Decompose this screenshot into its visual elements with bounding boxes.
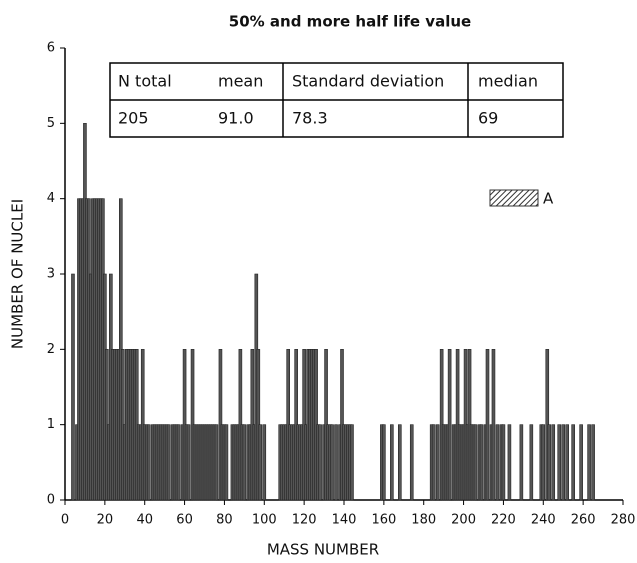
bar <box>431 424 436 501</box>
x-tick-label: 160 <box>371 513 396 528</box>
bar <box>519 424 524 501</box>
table-header: mean <box>218 72 263 91</box>
bar <box>71 273 75 501</box>
y-tick-label: 2 <box>47 342 55 357</box>
x-tick-label: 200 <box>451 513 476 528</box>
bar <box>547 424 552 501</box>
bar <box>479 424 484 501</box>
bar <box>587 424 591 501</box>
bar <box>435 424 440 501</box>
chart-title: 50% and more half life value <box>229 13 471 31</box>
bar <box>224 424 229 501</box>
bar <box>591 424 595 501</box>
legend-swatch <box>489 189 539 207</box>
x-tick-label: 100 <box>252 513 277 528</box>
bar <box>571 424 575 501</box>
x-tick-label: 120 <box>292 513 317 528</box>
bar <box>447 349 452 501</box>
x-axis-label: MASS NUMBER <box>267 541 379 559</box>
bar <box>146 424 151 501</box>
bar <box>473 424 478 501</box>
x-tick-label: 40 <box>136 513 153 528</box>
stats-table <box>109 62 564 138</box>
table-header: Standard deviation <box>292 72 444 91</box>
y-tick-label: 6 <box>47 41 55 56</box>
table-cell: 69 <box>478 109 498 128</box>
bar <box>495 424 500 501</box>
table-header: median <box>478 72 538 91</box>
bar <box>541 424 546 501</box>
bar <box>491 349 496 501</box>
bar <box>507 424 512 501</box>
x-tick-label: 220 <box>491 513 516 528</box>
x-tick-label: 60 <box>176 513 193 528</box>
bar <box>561 424 566 501</box>
x-tick-label: 240 <box>531 513 556 528</box>
bar <box>485 349 490 501</box>
x-tick-label: 0 <box>61 513 69 528</box>
y-tick-label: 1 <box>47 417 55 432</box>
x-tick-label: 20 <box>97 513 114 528</box>
bar <box>334 424 338 501</box>
legend-label: A <box>543 190 554 208</box>
table-cell: 78.3 <box>292 109 328 128</box>
bar <box>529 424 534 501</box>
table-cell: 205 <box>118 109 149 128</box>
x-tick-label: 260 <box>571 513 596 528</box>
bar <box>258 424 263 501</box>
bar <box>409 424 414 501</box>
bar <box>390 424 394 501</box>
bar <box>398 424 402 501</box>
x-tick-label: 80 <box>216 513 233 528</box>
y-tick-label: 3 <box>47 267 55 282</box>
bar <box>262 424 267 501</box>
y-tick-label: 4 <box>47 191 55 206</box>
bar <box>176 424 181 501</box>
bar <box>318 424 322 501</box>
bar <box>501 424 506 501</box>
table-cell: 91.0 <box>218 109 254 128</box>
bar <box>350 424 354 501</box>
bar <box>242 424 247 501</box>
bar <box>186 424 191 501</box>
bar <box>330 424 334 501</box>
y-tick-label: 5 <box>47 116 55 131</box>
x-tick-label: 140 <box>332 513 357 528</box>
bar <box>551 424 556 501</box>
x-tick-label: 280 <box>611 513 636 528</box>
bar <box>557 424 562 501</box>
x-tick-label: 180 <box>411 513 436 528</box>
bar <box>382 424 386 501</box>
table-header: N total <box>118 72 172 91</box>
y-axis-label: NUMBER OF NUCLEI <box>9 199 27 349</box>
bar <box>166 424 171 501</box>
bar <box>579 424 583 501</box>
y-tick-label: 0 <box>47 493 55 508</box>
bar <box>565 424 569 501</box>
bar <box>214 424 219 501</box>
